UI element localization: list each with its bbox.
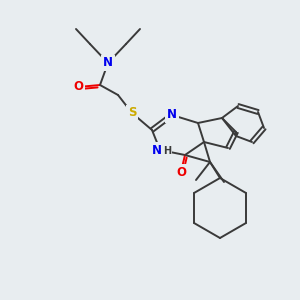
Text: N: N: [152, 143, 162, 157]
Text: N: N: [103, 56, 113, 70]
Text: H: H: [163, 146, 171, 156]
Text: O: O: [73, 80, 83, 94]
Text: N: N: [167, 109, 177, 122]
Text: O: O: [176, 166, 186, 178]
Text: S: S: [128, 106, 136, 119]
